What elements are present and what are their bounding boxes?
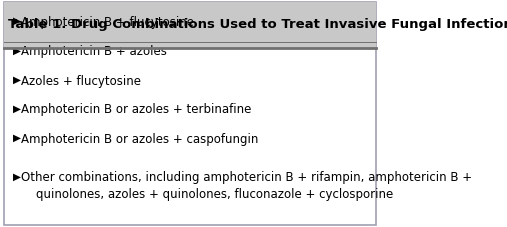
Text: Table 1. Drug Combinations Used to Treat Invasive Fungal Infections: Table 1. Drug Combinations Used to Treat… [8, 18, 507, 32]
Text: ▶: ▶ [13, 171, 21, 181]
Text: Azoles + flucytosine: Azoles + flucytosine [21, 75, 141, 88]
Bar [4, 2, 376, 48]
Text: ▶: ▶ [13, 133, 21, 143]
Text: ▶: ▶ [13, 103, 21, 113]
Text: Amphotericin B or azoles + terbinafine: Amphotericin B or azoles + terbinafine [21, 103, 251, 116]
Text: ▶: ▶ [13, 16, 21, 26]
Text: Amphotericin B + flucytosine: Amphotericin B + flucytosine [21, 16, 194, 29]
Text: ▶: ▶ [13, 75, 21, 85]
Text: Other combinations, including amphotericin B + rifampin, amphotericin B +
    qu: Other combinations, including amphoteric… [21, 171, 472, 201]
Text: Amphotericin B or azoles + caspofungin: Amphotericin B or azoles + caspofungin [21, 133, 258, 146]
Text: Amphotericin B + azoles: Amphotericin B + azoles [21, 45, 167, 58]
Text: ▶: ▶ [13, 45, 21, 55]
